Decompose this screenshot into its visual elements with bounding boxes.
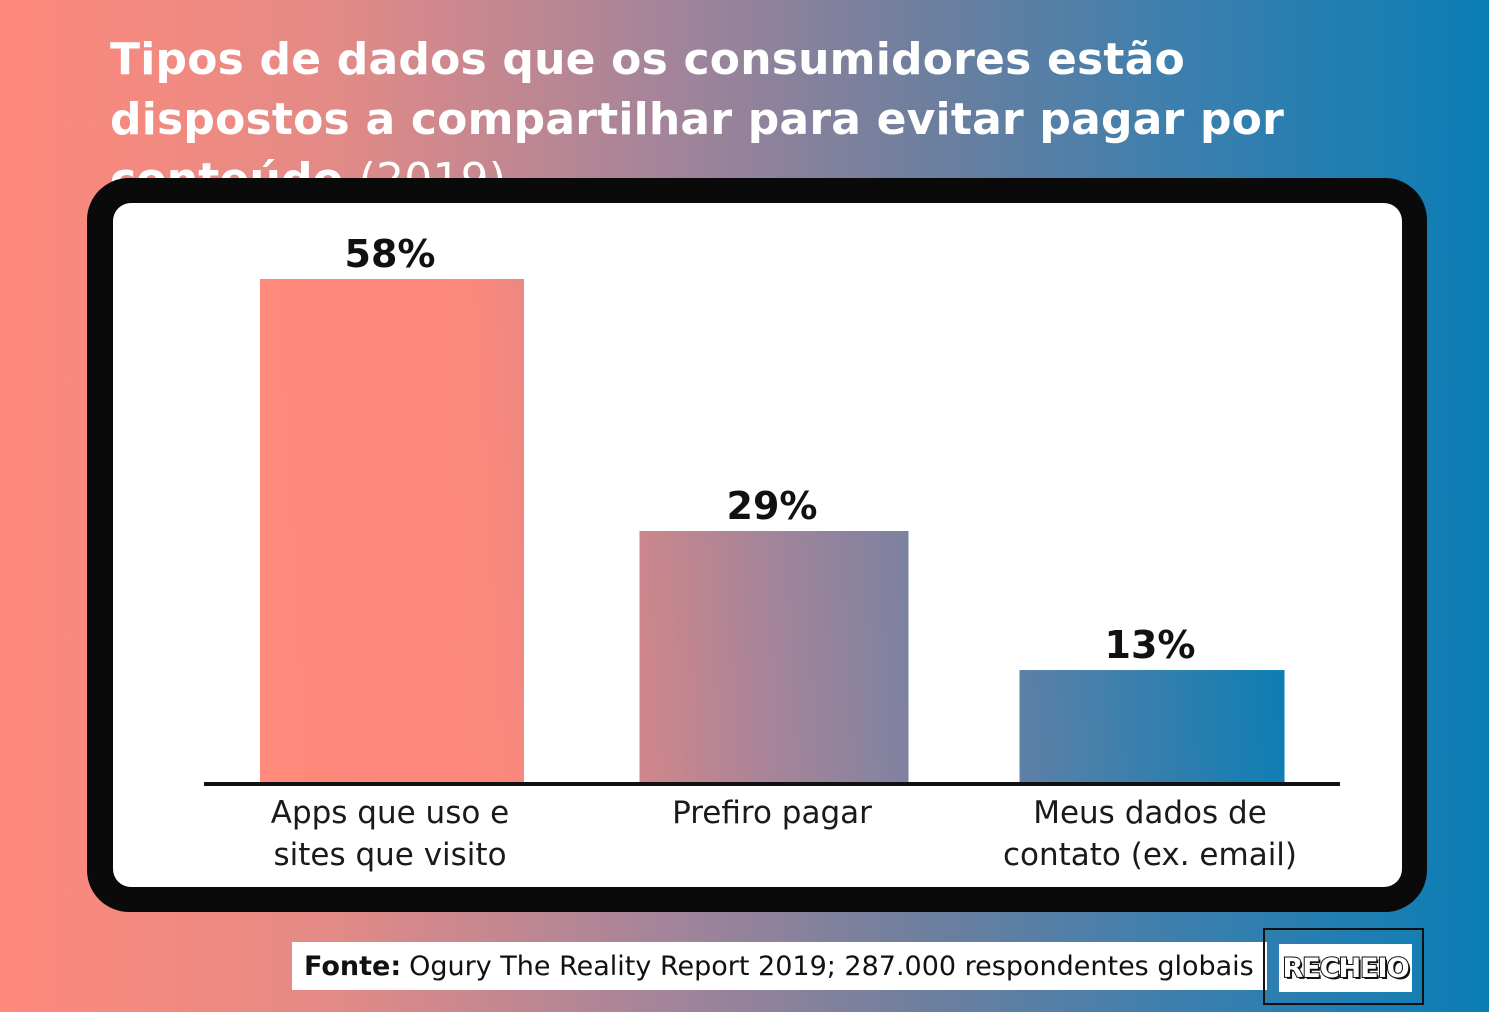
source-note: Fonte: Ogury The Reality Report 2019; 28…: [292, 942, 1267, 990]
brand-logo: RECHEIO: [1263, 928, 1424, 1005]
chart-title-main: Tipos de dados que os consumidores estão…: [110, 34, 1284, 205]
brand-logo-text: RECHEIO: [1281, 952, 1410, 985]
bar-3: [1019, 670, 1285, 783]
bar-1: [260, 279, 524, 783]
bar-value-label-2: 29%: [727, 484, 818, 528]
category-label-1-line-1: Apps que uso e: [271, 795, 510, 831]
bar-value-label-1: 58%: [345, 232, 436, 276]
chart-title: Tipos de dados que os consumidores estão…: [110, 30, 1430, 210]
bar-value-label-3: 13%: [1105, 623, 1196, 667]
category-label-1-line-2: sites que visito: [273, 837, 506, 873]
category-label-2-line-1: Prefiro pagar: [672, 795, 872, 831]
source-text: Ogury The Reality Report 2019; 287.000 r…: [409, 950, 1254, 982]
brand-logo-plate: RECHEIO: [1279, 944, 1412, 992]
category-label-3-line-1: Meus dados de: [1033, 795, 1267, 831]
source-prefix: Fonte:: [304, 950, 402, 982]
bar-2: [639, 531, 909, 783]
category-label-3-line-2: contato (ex. email): [1003, 837, 1297, 873]
